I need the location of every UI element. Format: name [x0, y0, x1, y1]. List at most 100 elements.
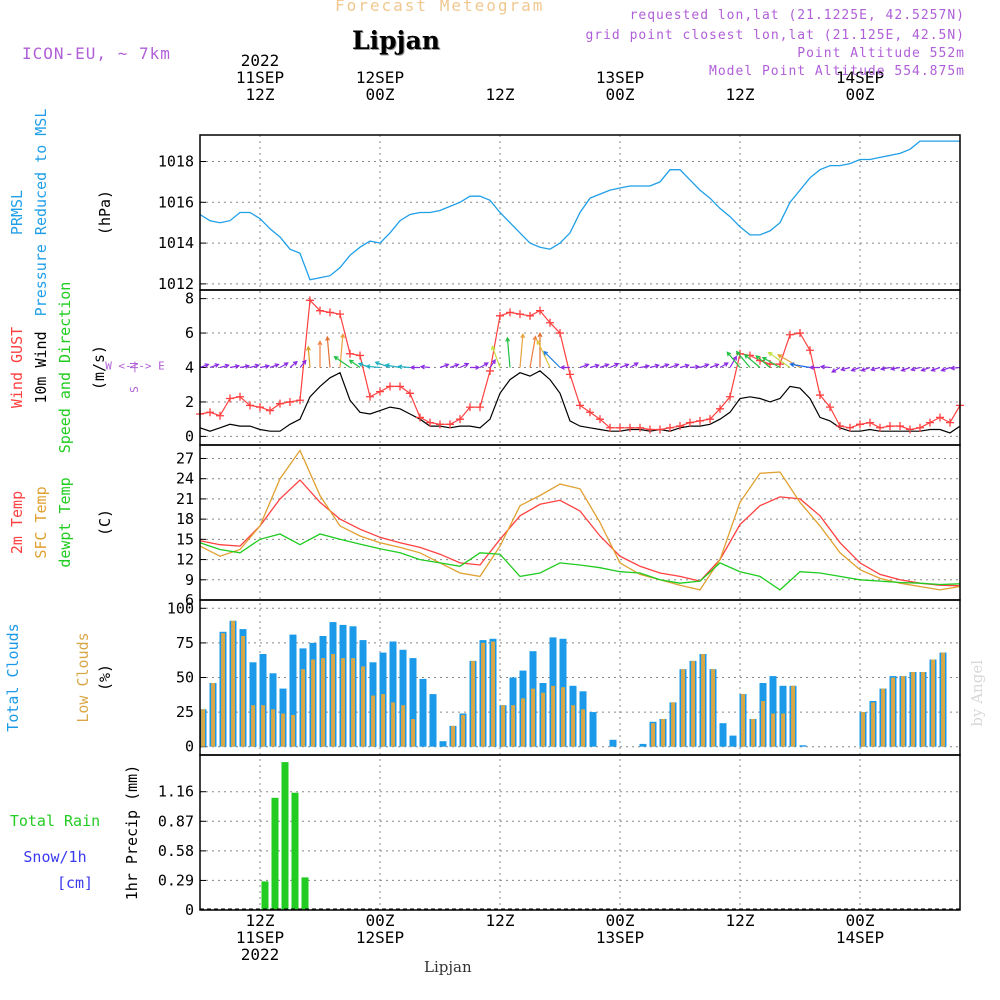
time-tick-label-top: 00Z — [846, 85, 875, 104]
low-cloud-bar — [571, 705, 575, 747]
time-tick-label-top: 2022 — [241, 51, 280, 70]
wind-direction-arrow — [384, 363, 401, 369]
wind-direction-arrow — [325, 335, 331, 368]
low-cloud-bar — [341, 658, 345, 747]
low-cloud-bar — [701, 654, 705, 747]
time-tick-label-top: 12Z — [246, 85, 275, 104]
low-cloud-bar — [861, 712, 865, 747]
time-tick-label-bottom: 00Z — [846, 911, 875, 930]
low-cloud-bar — [411, 719, 415, 747]
rain-bar — [291, 792, 299, 910]
gust-marker — [836, 422, 844, 431]
gust-marker — [686, 418, 694, 427]
gust-marker — [326, 308, 334, 317]
gust-marker — [336, 310, 344, 319]
wind-direction-arrow — [589, 363, 600, 369]
low-cloud-bar — [381, 694, 385, 747]
wind-direction-arrow — [889, 366, 901, 371]
panel-frame-precip — [199, 754, 961, 911]
wind-direction-arrow — [219, 363, 230, 369]
low-cloud-bar — [911, 672, 915, 747]
time-tick-label-bottom: 00Z — [366, 911, 395, 930]
low-cloud-bar — [671, 702, 675, 747]
time-tick-label-bottom: 12Z — [486, 911, 515, 930]
wind-direction-arrow — [850, 366, 861, 372]
gust-marker — [826, 403, 834, 412]
time-tick-label-bottom: 2022 — [241, 945, 280, 964]
gust-marker — [426, 418, 434, 427]
wind-direction-arrow — [279, 362, 289, 369]
grid-point-coords: grid point closest lon,lat (21.125E, 42.… — [585, 28, 965, 43]
gust-marker — [296, 396, 304, 405]
wind-direction-arrow — [920, 366, 931, 372]
wind-direction-arrow — [669, 363, 680, 369]
gust-marker — [536, 306, 544, 315]
time-tick-label-bottom: 12Z — [726, 911, 755, 930]
total-cloud-bar — [799, 745, 807, 747]
gust-marker — [356, 351, 364, 360]
low-cloud-bar — [301, 669, 305, 747]
gust-marker — [896, 422, 904, 431]
wind-direction-arrow — [689, 364, 701, 370]
y-tick-label: 1012 — [158, 275, 194, 293]
panel-label-clouds: Total Clouds — [4, 623, 22, 731]
low-cloud-bar — [491, 641, 495, 747]
y-tick-label: 4 — [185, 359, 194, 377]
precip-unit: 1hr Precip (mm) — [123, 765, 141, 900]
gust-marker — [396, 382, 404, 391]
total-cloud-bar — [399, 649, 407, 747]
wind-direction-arrow — [761, 356, 781, 369]
time-tick-label-bottom: 13SEP — [596, 928, 644, 947]
wind-direction-arrow — [419, 364, 431, 370]
low-cloud-bar — [461, 714, 465, 747]
dewpoint-line — [199, 533, 961, 591]
gust-marker — [256, 403, 264, 412]
y-tick-label: 21 — [176, 490, 194, 508]
gust-marker — [696, 416, 704, 425]
wind-direction-arrow — [306, 345, 311, 368]
panel-unit-wind: (m/s) — [90, 345, 108, 390]
precip-label-unit: [cm] — [57, 874, 93, 892]
y-tick-label: 6 — [185, 591, 194, 609]
wind-direction-arrow — [489, 359, 496, 368]
panel-label-temperature: SFC Temp — [32, 486, 50, 558]
wind-gust-line — [199, 298, 961, 431]
requested-coords: requested lon,lat (21.1225E, 42.5257N) — [629, 8, 965, 23]
wind-direction-arrow — [579, 363, 590, 369]
gust-marker — [476, 403, 484, 412]
low-cloud-bar — [891, 677, 895, 747]
gust-marker — [666, 423, 674, 432]
gust-marker — [276, 399, 284, 408]
gust-marker — [856, 420, 864, 429]
wind-direction-arrow — [619, 363, 630, 369]
low-cloud-bar — [781, 713, 785, 747]
gust-marker — [306, 296, 314, 305]
wind-direction-arrow — [840, 366, 851, 372]
wind-direction-arrow — [559, 365, 570, 370]
rain-bar — [301, 877, 309, 910]
panel-unit-pressure: (hPa) — [96, 190, 114, 235]
time-tick-label-bottom: 11SEP — [236, 928, 284, 947]
total-cloud-bar — [389, 641, 397, 747]
wind-direction-arrow — [900, 366, 911, 372]
wind-direction-arrow — [259, 364, 271, 369]
low-cloud-bar — [651, 723, 655, 747]
wind-direction-arrow — [726, 351, 741, 368]
chart-title: Forecast Meteogram — [335, 0, 545, 15]
low-cloud-bar — [771, 713, 775, 747]
total-cloud-bar — [249, 662, 257, 747]
wind-direction-arrow — [209, 363, 220, 369]
low-cloud-bar — [291, 714, 295, 747]
gust-marker — [246, 401, 254, 410]
y-tick-label: 100 — [167, 599, 194, 617]
y-tick-label: 18 — [176, 510, 194, 528]
wind-direction-arrow — [910, 366, 921, 372]
gust-marker — [526, 311, 534, 320]
wind-direction-arrow — [199, 363, 210, 369]
low-cloud-bar — [751, 719, 755, 747]
gust-marker — [556, 329, 564, 338]
low-cloud-bar — [221, 633, 225, 747]
low-cloud-bar — [321, 658, 325, 747]
panel-frame-temperature — [199, 444, 961, 601]
